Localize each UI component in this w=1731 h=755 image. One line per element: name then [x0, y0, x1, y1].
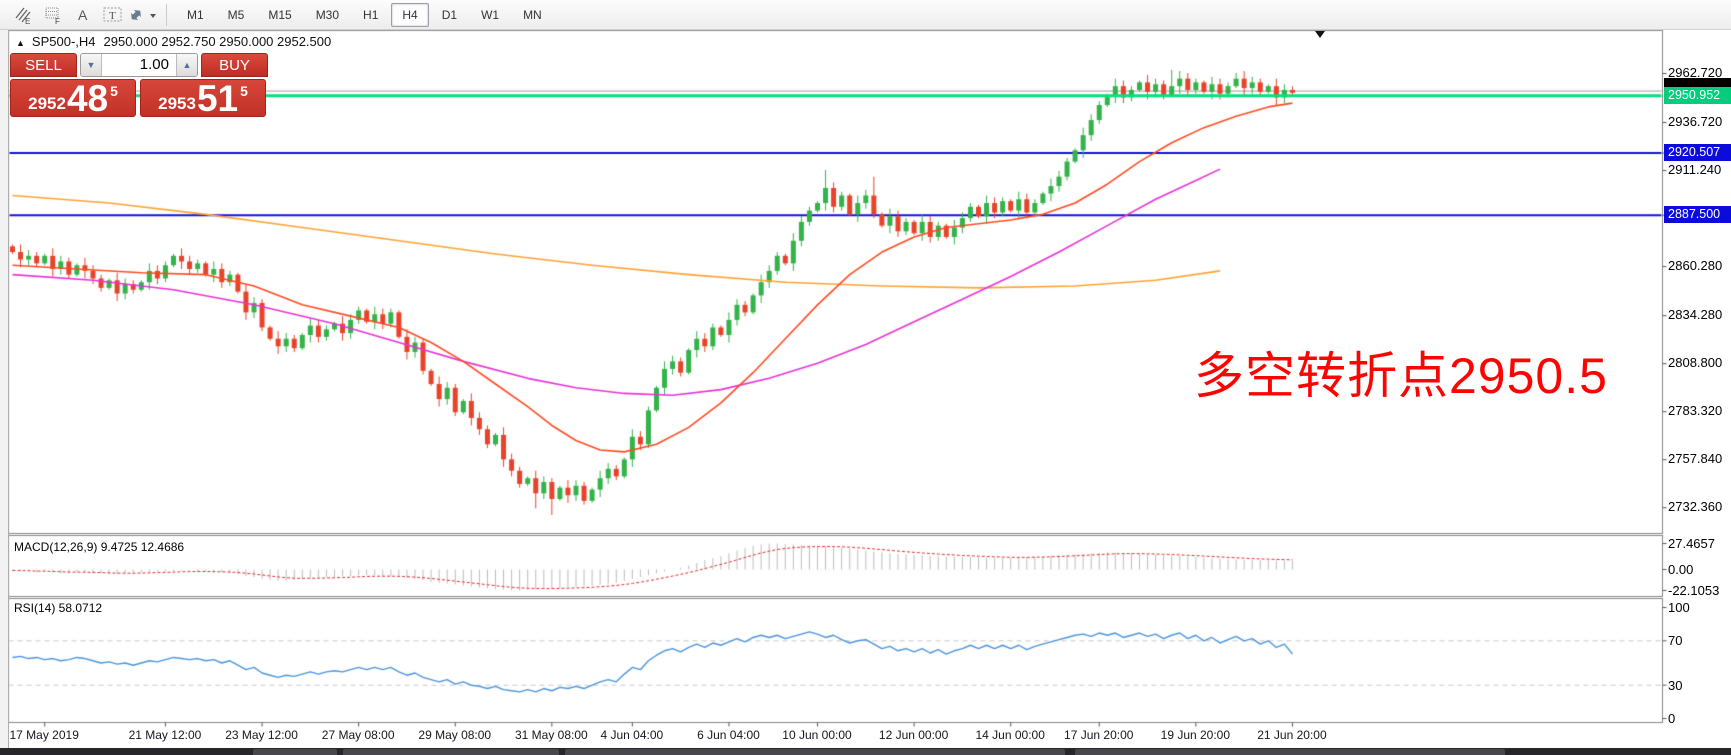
- timeframe-button-D1[interactable]: D1: [441, 7, 458, 22]
- price-tick-label: 2783.320: [1668, 403, 1723, 419]
- time-label: 21 May 12:00: [128, 728, 202, 742]
- expert-advisors-icon[interactable]: E: [10, 3, 36, 27]
- volume-decrease-button[interactable]: ▼: [81, 54, 102, 76]
- level-price-tag: 2887.500: [1664, 206, 1731, 224]
- sell-button[interactable]: SELL: [10, 53, 77, 77]
- toolbar: E F A T M1 M5 M15 M30 H1 H4 D1 W1 MN: [0, 0, 1731, 30]
- sell-price-sup: 5: [110, 83, 118, 99]
- level-price-tag: 2920.507: [1664, 144, 1731, 162]
- buy-price-big: 51: [196, 79, 239, 117]
- volume-box: ▼ 1.00 ▲: [80, 53, 198, 77]
- annotation-text: 多空转折点2950.5: [1194, 348, 1608, 404]
- buy-price-small: 2953: [158, 94, 196, 113]
- timeframe-button-M15[interactable]: M15: [268, 7, 292, 22]
- chart-title: ▲ SP500-,H4 2950.000 2952.750 2950.000 295…: [16, 34, 331, 49]
- macd-scale-label: -22.1053: [1668, 582, 1720, 598]
- time-label: 6 Jun 04:00: [697, 728, 760, 742]
- sell-price-big: 48: [66, 79, 109, 117]
- price-tick-label: 2757.840: [1668, 451, 1723, 467]
- svg-text:E: E: [25, 17, 30, 25]
- timeframe-button-M30[interactable]: M30: [315, 7, 340, 22]
- buy-price-sup: 5: [240, 83, 248, 99]
- price-tick-label: 2834.280: [1668, 307, 1723, 323]
- buy-button[interactable]: BUY: [201, 53, 268, 77]
- timeframe-button-W1[interactable]: W1: [481, 7, 500, 22]
- time-label: 27 May 08:00: [321, 728, 395, 742]
- symbol-triangle-icon: ▲: [16, 38, 25, 48]
- price-tick-label: 2732.360: [1668, 499, 1723, 515]
- window-left-border: [0, 30, 9, 748]
- chart-symbol-timeframe: SP500-,H4: [31, 34, 96, 49]
- arrange-objects-icon[interactable]: [130, 3, 156, 27]
- taskbar-segment[interactable]: [565, 749, 1065, 755]
- sell-price-quote[interactable]: 2952 48 5: [10, 79, 136, 117]
- rsi-label: RSI(14) 58.0712: [14, 601, 103, 615]
- buy-price-quote[interactable]: 2953 51 5: [140, 79, 266, 117]
- price-tick-label: 2860.280: [1668, 258, 1723, 274]
- toolbar-separator: [166, 3, 167, 26]
- time-label: 23 May 12:00: [225, 728, 298, 742]
- time-label: 10 Jun 00:00: [782, 728, 852, 742]
- timeframe-button-MN[interactable]: MN: [523, 7, 542, 22]
- timeframe-button-H1[interactable]: H1: [363, 7, 379, 22]
- volume-increase-button[interactable]: ▲: [176, 54, 197, 76]
- taskbar-segment[interactable]: [1075, 749, 1505, 755]
- rsi-scale-label: 0: [1668, 711, 1676, 726]
- taskbar-segment[interactable]: [253, 749, 337, 755]
- macd-scale-label: 27.4657: [1668, 536, 1715, 552]
- text-label-icon[interactable]: A: [70, 3, 96, 27]
- timeframe-button-H4[interactable]: H4: [391, 2, 429, 27]
- time-label: 21 Jun 20:00: [1257, 728, 1327, 742]
- price-tick-label: 2808.800: [1668, 355, 1723, 371]
- chart-ohlc-values: 2950.000 2952.750 2950.000 2952.500: [103, 34, 332, 49]
- svg-text:F: F: [55, 17, 60, 25]
- timeframe-button-M1[interactable]: M1: [187, 7, 204, 22]
- time-label: 4 Jun 04:00: [600, 728, 664, 742]
- sell-price-small: 2952: [28, 94, 66, 113]
- timeframe-group: M1 M5 M15 M30 H1 H4 D1 W1 MN: [175, 2, 554, 27]
- time-label: 14 Jun 00:00: [975, 728, 1045, 742]
- macd-scale-label: 0.00: [1668, 562, 1694, 577]
- macd-label: MACD(12,26,9) 9.4725 12.4686: [14, 540, 185, 554]
- taskbar-segment[interactable]: [343, 749, 559, 755]
- volume-input[interactable]: 1.00: [139, 56, 169, 73]
- svg-text:T: T: [109, 10, 116, 22]
- chart-shift-marker[interactable]: [1315, 31, 1325, 38]
- rsi-scale-label: 70: [1668, 633, 1683, 649]
- time-label: 17 Jun 20:00: [1064, 728, 1134, 742]
- data-window-icon[interactable]: F: [40, 3, 66, 27]
- current-price-tag: 2950.952: [1664, 86, 1731, 104]
- taskbar: [0, 748, 1731, 755]
- time-label: 19 Jun 20:00: [1160, 728, 1231, 742]
- time-label: 31 May 08:00: [514, 728, 588, 742]
- time-label: 29 May 08:00: [418, 728, 492, 742]
- text-box-icon[interactable]: T: [100, 3, 126, 27]
- time-label: 17 May 2019: [9, 728, 79, 742]
- rsi-scale-label: 100: [1668, 600, 1690, 615]
- rsi-scale-label: 30: [1668, 677, 1683, 693]
- price-tick-label: 2911.240: [1668, 162, 1722, 178]
- price-tick-label: 2936.720: [1668, 114, 1723, 129]
- time-label: 12 Jun 00:00: [878, 728, 949, 742]
- price-tick-label: 2962.720: [1668, 65, 1723, 80]
- svg-text:A: A: [78, 7, 88, 23]
- timeframe-button-M5[interactable]: M5: [227, 7, 245, 22]
- trade-panel: SELL ▼ 1.00 ▲ BUY 2952 48 5 2953 51 5: [10, 53, 268, 117]
